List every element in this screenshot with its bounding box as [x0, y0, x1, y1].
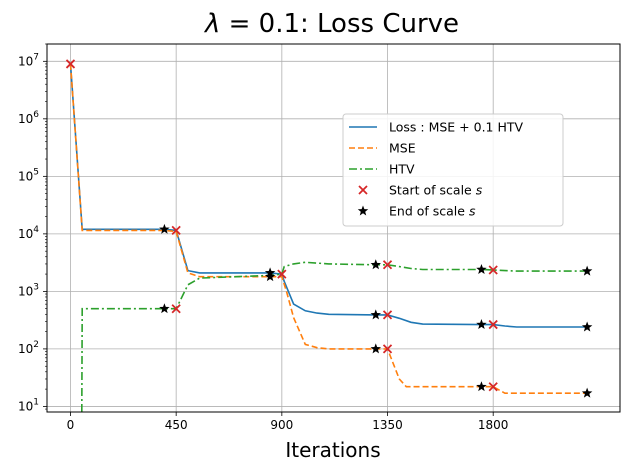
x-tick-label: 0	[67, 418, 75, 432]
y-axis-ticks: 101 102 103 104 105 106 107	[18, 43, 47, 413]
x-tick-label: 1800	[478, 418, 509, 432]
start-of-scale-marker	[382, 260, 393, 270]
chart-title-text: = 0.1: Loss Curve	[220, 9, 459, 39]
start-of-scale-marker	[65, 59, 76, 69]
start-of-scale-marker	[382, 310, 393, 320]
start-of-scale-marker	[488, 382, 498, 392]
end-of-scale-marker	[581, 387, 593, 398]
end-of-scale-marker	[370, 343, 381, 354]
start-of-scale-marker	[382, 344, 393, 354]
chart-title: λ = 0.1: Loss Curve	[203, 9, 459, 39]
y-tick-label: 104	[18, 225, 39, 241]
legend-label: Loss : MSE + 0.1 HTV	[389, 120, 524, 135]
y-tick-label: 101	[18, 397, 39, 413]
x-axis-label: Iterations	[285, 438, 380, 462]
legend-label: HTV	[389, 162, 415, 177]
start-of-scale-marker	[277, 269, 287, 279]
end-of-scale-marker	[476, 264, 487, 274]
chart-title-lambda: λ	[203, 9, 220, 39]
series-line	[81, 261, 588, 413]
end-of-scale-marker	[370, 309, 381, 320]
end-of-scale-marker	[159, 223, 170, 234]
x-tick-label: 450	[165, 418, 188, 432]
x-tick-label: 1350	[372, 418, 403, 432]
legend: Loss : MSE + 0.1 HTV MSE HTV Start of scale…	[342, 113, 564, 227]
end-of-scale-marker	[159, 303, 170, 314]
legend-label: End of scale s	[389, 204, 476, 219]
series-line	[69, 63, 588, 394]
end-of-scale-marker	[476, 381, 487, 392]
y-tick-label: 106	[18, 110, 39, 126]
end-of-scale-marker	[581, 265, 593, 276]
end-of-scale-marker	[581, 321, 593, 332]
start-of-scale-marker	[171, 304, 181, 314]
legend-marker	[357, 205, 369, 216]
start-of-scale-marker	[171, 225, 181, 236]
end-of-scale-marker	[370, 259, 381, 270]
marker-layer	[65, 59, 593, 398]
y-tick-label: 102	[18, 340, 39, 356]
legend-box	[342, 113, 564, 227]
y-tick-label: 105	[18, 167, 39, 183]
legend-label: Start of scale s	[389, 183, 483, 198]
legend-label: MSE	[389, 141, 416, 156]
start-of-scale-marker	[488, 265, 498, 275]
y-tick-label: 103	[18, 282, 39, 298]
legend-marker	[358, 185, 368, 195]
end-of-scale-marker	[264, 271, 276, 282]
start-of-scale-marker	[488, 319, 498, 330]
end-of-scale-marker	[476, 319, 487, 330]
y-tick-label: 107	[18, 52, 39, 68]
grid	[47, 44, 620, 412]
x-axis-ticks: 0 450 900 1350 1800	[67, 412, 509, 432]
x-tick-label: 900	[270, 418, 293, 432]
plot-frame	[46, 43, 621, 413]
